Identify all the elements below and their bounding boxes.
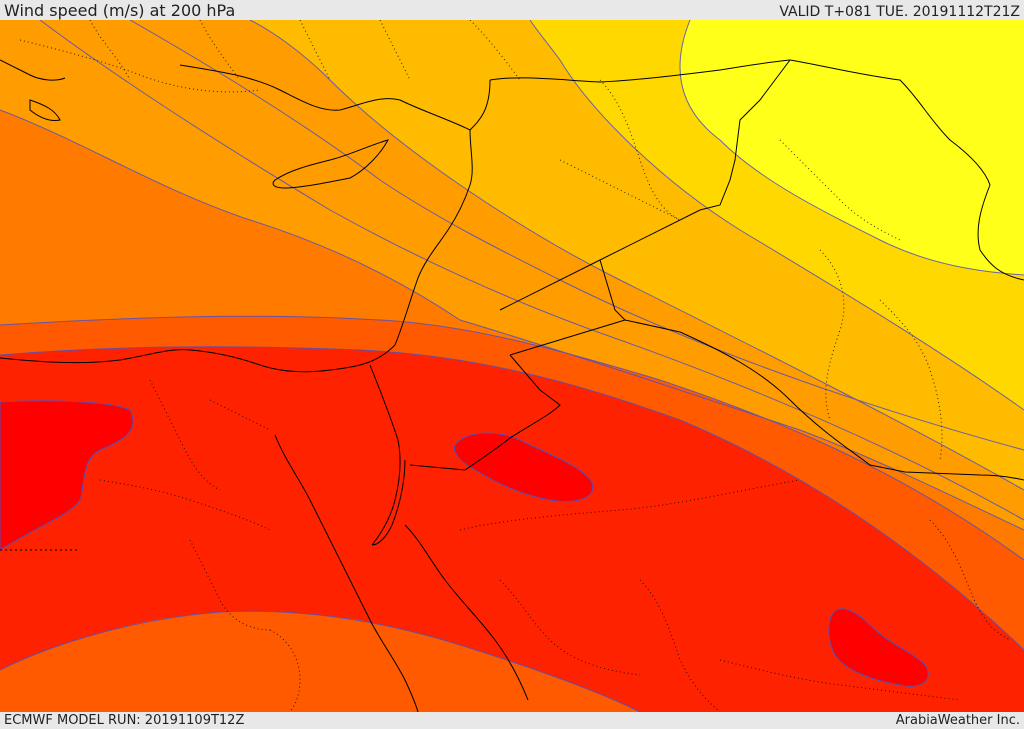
jet-core-west xyxy=(0,400,134,551)
footer-bar: ECMWF MODEL RUN: 20191109T12Z ArabiaWeat… xyxy=(0,712,1024,729)
coastlines xyxy=(0,59,1024,712)
jet-core-east xyxy=(828,608,929,687)
isotach-contours xyxy=(0,20,1024,712)
wind-speed-map xyxy=(0,20,1024,712)
band-south xyxy=(0,611,640,712)
jet-core-center xyxy=(453,432,594,503)
header-bar: Wind speed (m/s) at 200 hPa VALID T+081 … xyxy=(0,0,1024,20)
map-title: Wind speed (m/s) at 200 hPa xyxy=(4,1,236,20)
valid-time: VALID T+081 TUE. 20191112T21Z xyxy=(779,4,1020,20)
band-red xyxy=(0,346,1024,712)
admin-boundaries xyxy=(19,20,1011,712)
model-run: ECMWF MODEL RUN: 20191109T12Z xyxy=(4,713,245,728)
map-canvas xyxy=(0,20,1024,712)
band-yellow xyxy=(680,20,1024,275)
credit: ArabiaWeather Inc. xyxy=(895,713,1020,728)
